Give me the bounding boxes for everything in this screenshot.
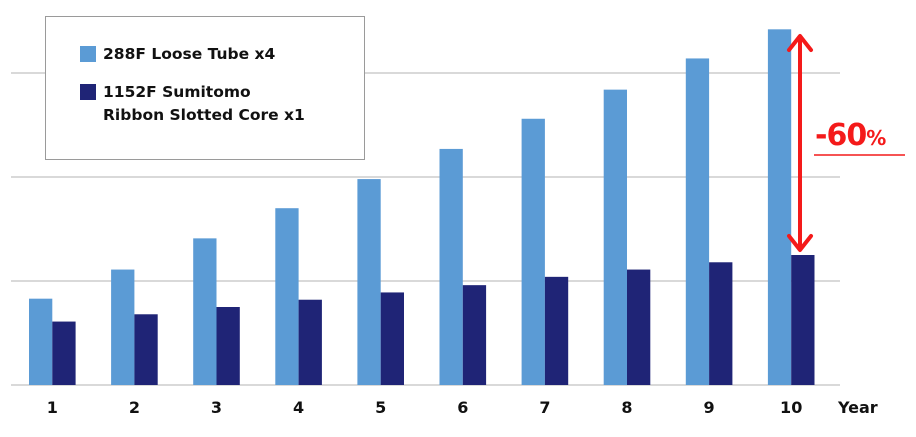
- bar-ribbon-slotted-core-year-7: [544, 276, 569, 385]
- bar-loose-tube-year-1: [29, 298, 53, 385]
- legend-swatch-dark-blue: [80, 84, 96, 100]
- bar-ribbon-slotted-core-year-10: [791, 255, 815, 385]
- x-tick-label: 6: [457, 398, 469, 417]
- x-tick-label: 9: [703, 398, 715, 417]
- reduction-arrow-icon: [787, 34, 905, 252]
- bar-ribbon-slotted-core-year-6: [462, 285, 487, 385]
- x-axis-title: Year: [838, 398, 878, 417]
- x-tick-label: 7: [539, 398, 551, 417]
- bar-ribbon-slotted-core-year-3: [216, 307, 240, 385]
- legend: 288F Loose Tube x4 1152F Sumitomo Ribbon…: [45, 16, 365, 160]
- bar-loose-tube-year-2: [111, 269, 135, 385]
- bar-loose-tube-year-4: [275, 208, 299, 385]
- x-tick-label: 5: [375, 398, 387, 417]
- x-tick-label: 1: [46, 398, 58, 417]
- reduction-annotation: -60%: [815, 118, 886, 153]
- reduction-unit: %: [866, 126, 887, 150]
- legend-label: 288F Loose Tube x4: [103, 45, 276, 63]
- x-tick-label: 10: [780, 398, 803, 417]
- x-tick-label: 8: [621, 398, 633, 417]
- legend-item-ribbon-slotted-core: 1152F Sumitomo Ribbon Slotted Core x1: [80, 81, 305, 127]
- x-tick-label: 3: [210, 398, 223, 417]
- x-tick-label: 4: [293, 398, 305, 417]
- bar-loose-tube-year-7: [521, 118, 545, 385]
- legend-label: 1152F Sumitomo Ribbon Slotted Core x1: [103, 83, 305, 124]
- x-tick-label: 2: [128, 398, 140, 417]
- bar-ribbon-slotted-core-year-1: [52, 321, 76, 385]
- bar-loose-tube-year-3: [193, 238, 217, 385]
- bar-loose-tube-year-6: [439, 148, 463, 385]
- reduction-value: -60: [815, 118, 867, 153]
- bar-loose-tube-year-10: [767, 29, 792, 385]
- bars: [29, 29, 815, 385]
- bar-ribbon-slotted-core-year-2: [134, 314, 158, 385]
- bar-ribbon-slotted-core-year-9: [709, 262, 733, 385]
- bar-loose-tube-year-8: [603, 89, 627, 385]
- legend-item-loose-tube: 288F Loose Tube x4: [80, 43, 275, 66]
- legend-swatch-light-blue: [80, 46, 96, 62]
- bar-ribbon-slotted-core-year-4: [298, 299, 322, 385]
- bar-loose-tube-year-5: [357, 179, 381, 385]
- bar-loose-tube-year-9: [685, 58, 710, 385]
- bar-ribbon-slotted-core-year-8: [627, 269, 651, 385]
- bar-ribbon-slotted-core-year-5: [380, 292, 404, 385]
